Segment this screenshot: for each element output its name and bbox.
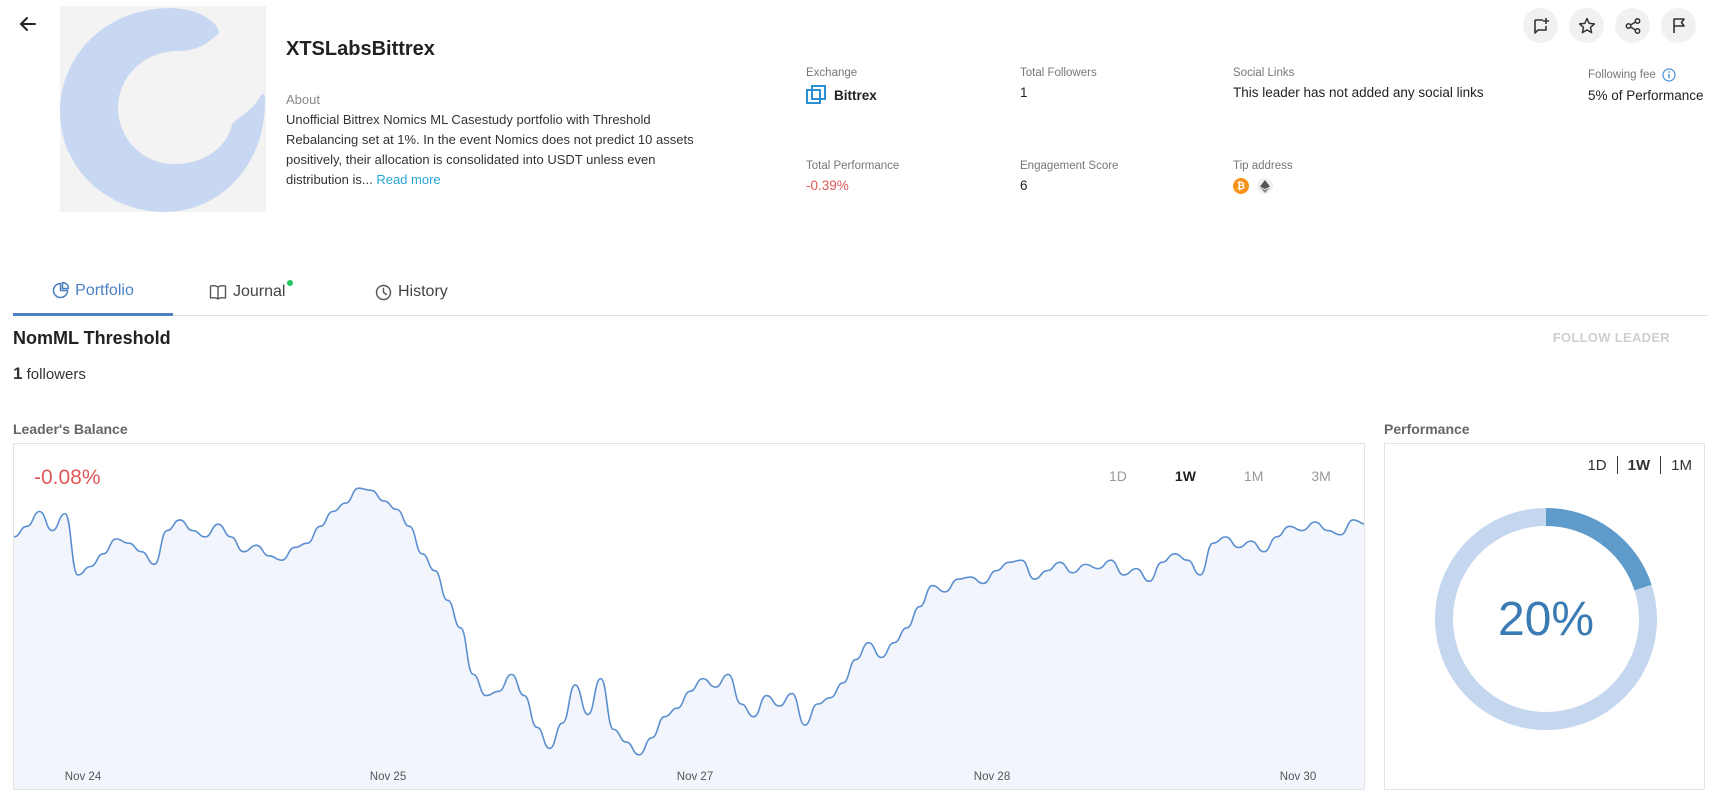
range-1d[interactable]: 1D [1109, 468, 1127, 484]
balance-range-tabs: 1D 1W 1M 3M [1109, 468, 1331, 484]
tab-journal-label: Journal [233, 283, 286, 300]
total-performance-value: -0.39% [806, 178, 849, 193]
tab-journal[interactable]: Journal [209, 268, 293, 316]
portfolio-title: NomML Threshold [13, 328, 171, 348]
x-tick-label: Nov 25 [370, 771, 406, 783]
performance-card: 1D 1W 1M 20% [1384, 443, 1705, 790]
fee-label-row: Following fee [1588, 68, 1704, 82]
tab-history-label: History [398, 283, 448, 300]
info-icon[interactable] [1662, 68, 1676, 82]
followers-value: 1 [1020, 85, 1028, 100]
range-1w[interactable]: 1W [1174, 468, 1196, 484]
range-3m[interactable]: 3M [1311, 468, 1331, 484]
range-1m[interactable]: 1M [1243, 468, 1264, 484]
balance-line [14, 487, 1364, 756]
read-more-link[interactable]: Read more [376, 172, 441, 187]
leader-logo-icon [60, 8, 266, 212]
add-portfolio-button[interactable] [1523, 8, 1558, 43]
x-tick-label: Nov 30 [1280, 771, 1316, 783]
about-body: Unofficial Bittrex Nomics ML Casestudy p… [286, 112, 694, 187]
tip-stat: Tip address ₿ [1233, 160, 1293, 194]
balance-area [14, 488, 1364, 789]
social-value: This leader has not added any social lin… [1233, 85, 1484, 100]
back-button[interactable] [14, 10, 42, 38]
performance-stat: Total Performance -0.39% [806, 160, 899, 193]
bittrex-icon [806, 85, 826, 104]
journal-new-dot [287, 280, 293, 286]
balance-section-label: Leader's Balance [13, 421, 128, 437]
ethereum-icon[interactable] [1257, 178, 1273, 194]
total-performance-label: Total Performance [806, 160, 900, 172]
followers-count: 1 [13, 364, 23, 383]
exchange-stat: Exchange Bittrex [806, 67, 877, 105]
bitcoin-icon[interactable]: ₿ [1233, 178, 1249, 194]
social-stat: Social Links This leader has not added a… [1233, 67, 1484, 100]
exchange-label: Exchange [806, 67, 858, 79]
social-label: Social Links [1233, 67, 1295, 79]
tip-label: Tip address [1233, 160, 1293, 172]
balance-chart-card: Nov 24 Nov 25 Nov 27 Nov 28 Nov 30 -0.08% 1D… [13, 443, 1365, 790]
performance-section-label: Performance [1384, 421, 1470, 437]
performance-range-tabs: 1D 1W 1M [1587, 456, 1692, 474]
balance-chart: Nov 24 Nov 25 Nov 27 Nov 28 Nov 30 [14, 487, 1364, 789]
exchange-value: Bittrex [806, 85, 877, 105]
perf-range-1m[interactable]: 1M [1671, 456, 1692, 474]
flag-icon [1672, 17, 1685, 33]
performance-donut: 20% [1433, 506, 1659, 732]
add-portfolio-icon [1533, 17, 1549, 34]
x-tick-label: Nov 27 [677, 771, 713, 783]
share-icon [1625, 17, 1640, 34]
leader-avatar [60, 6, 266, 212]
exchange-name: Bittrex [834, 87, 877, 103]
tab-portfolio[interactable]: Portfolio [13, 268, 173, 316]
book-icon [209, 285, 227, 300]
engagement-stat: Engagement Score 6 [1020, 160, 1118, 193]
range-divider [1660, 456, 1662, 474]
tab-history[interactable]: History [375, 268, 448, 316]
x-tick-label: Nov 28 [974, 771, 1010, 783]
engagement-label: Engagement Score [1020, 160, 1119, 172]
followers-text: followers [26, 366, 86, 383]
tab-portfolio-label: Portfolio [75, 281, 134, 299]
about-text: Unofficial Bittrex Nomics ML Casestudy p… [286, 110, 716, 190]
about-label: About [286, 92, 320, 107]
star-icon [1578, 17, 1595, 33]
range-divider [1616, 456, 1618, 474]
perf-range-1d[interactable]: 1D [1587, 456, 1607, 474]
portfolio-followers: 1 followers [13, 364, 86, 384]
arrow-left-icon [20, 17, 36, 31]
clock-icon [375, 284, 392, 300]
pie-chart-icon [52, 282, 70, 299]
fee-label: Following fee [1588, 69, 1656, 81]
follow-leader-button[interactable]: FOLLOW LEADER [1552, 330, 1670, 345]
fee-stat: Following fee 5% of Performance [1588, 68, 1704, 103]
tip-icons: ₿ [1233, 178, 1293, 194]
followers-stat: Total Followers 1 [1020, 67, 1097, 100]
share-button[interactable] [1615, 8, 1650, 43]
favorite-button[interactable] [1569, 8, 1604, 43]
donut-fill [1545, 508, 1652, 591]
x-tick-label: Nov 24 [65, 771, 102, 783]
leader-name: XTSLabsBittrex [286, 38, 435, 60]
fee-value: 5% of Performance [1588, 88, 1704, 103]
top-actions [1523, 8, 1696, 43]
followers-label: Total Followers [1020, 67, 1097, 79]
report-button[interactable] [1661, 8, 1696, 43]
perf-range-1w[interactable]: 1W [1627, 456, 1651, 474]
balance-change: -0.08% [34, 466, 101, 489]
performance-value: 20% [1497, 592, 1595, 646]
tab-bar: Portfolio Journal History [13, 268, 1707, 316]
engagement-value: 6 [1020, 178, 1028, 193]
